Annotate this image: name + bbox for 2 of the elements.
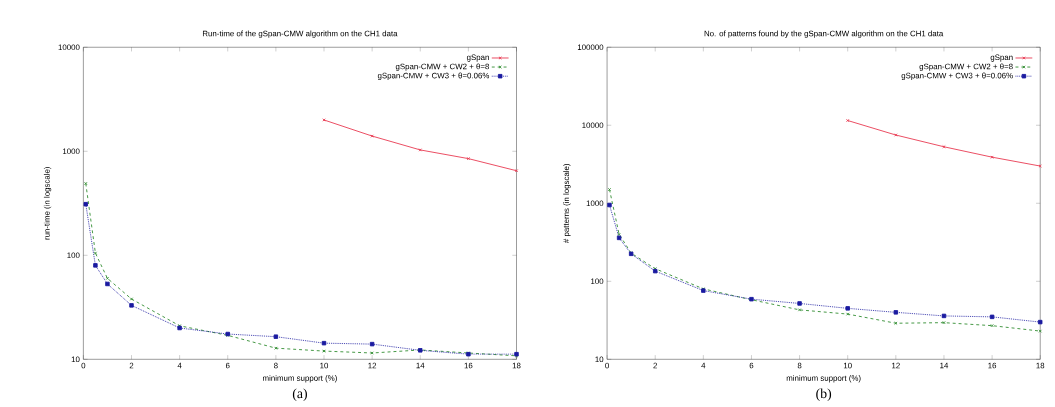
text: (a)	[292, 388, 307, 402]
text: (b)	[816, 388, 832, 402]
